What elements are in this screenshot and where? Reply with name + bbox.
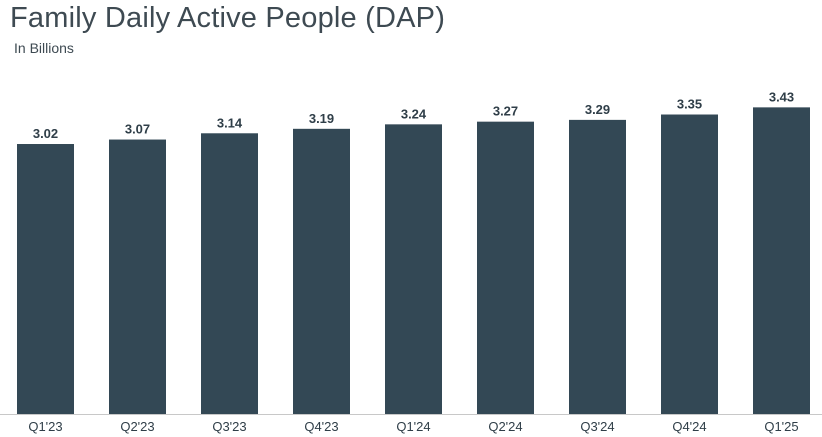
- value-label-6: 3.29: [585, 102, 610, 117]
- bar-0: [17, 144, 74, 414]
- bar-8: [753, 107, 810, 414]
- value-label-1: 3.07: [125, 122, 150, 137]
- bar-7: [661, 114, 718, 414]
- value-label-0: 3.02: [33, 126, 58, 141]
- value-label-4: 3.24: [401, 106, 427, 121]
- bar-5: [477, 121, 534, 415]
- value-label-8: 3.43: [769, 89, 794, 104]
- chart-title: Family Daily Active People (DAP): [10, 2, 446, 34]
- bars-group: [17, 107, 810, 415]
- x-tick-labels-group: Q1'23 Q2'23 Q3'23 Q4'23 Q1'24 Q2'24 Q3'24 Q4'24…: [28, 419, 798, 434]
- x-tick-label-7: Q4'24: [672, 419, 706, 434]
- x-tick-label-8: Q1'25: [764, 419, 798, 434]
- bar-3: [293, 128, 350, 414]
- x-tick-label-3: Q4'23: [304, 419, 338, 434]
- x-tick-label-2: Q3'23: [212, 419, 246, 434]
- x-tick-label-6: Q3'24: [580, 419, 614, 434]
- bar-2: [201, 133, 258, 414]
- bar-4: [385, 124, 442, 415]
- x-tick-label-0: Q1'23: [28, 419, 62, 434]
- x-tick-label-4: Q1'24: [396, 419, 430, 434]
- x-tick-label-5: Q2'24: [488, 419, 522, 434]
- bar-6: [569, 119, 626, 415]
- value-label-3: 3.19: [309, 111, 334, 126]
- chart-subtitle: In Billions: [14, 40, 74, 56]
- bar-1: [109, 139, 166, 415]
- value-labels-group: 3.02 3.07 3.14 3.19 3.24 3.27 3.29 3.35 3.43: [33, 89, 794, 141]
- x-tick-label-1: Q2'23: [120, 419, 154, 434]
- value-label-2: 3.14: [217, 115, 243, 130]
- value-label-5: 3.27: [493, 104, 518, 119]
- value-label-7: 3.35: [677, 97, 702, 112]
